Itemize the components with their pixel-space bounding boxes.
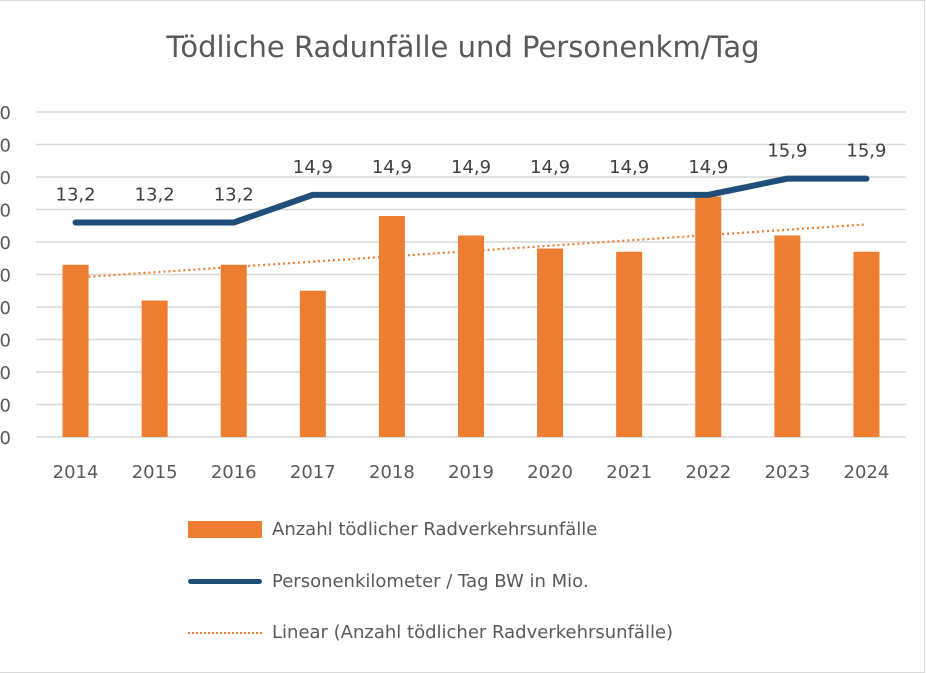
bar [774,235,801,437]
legend-label: Linear (Anzahl tödlicher Radverkehrsunfä… [272,622,674,643]
data-label: 15,9 [767,141,807,162]
bar [378,216,405,437]
legend-item-trend: Linear (Anzahl tödlicher Radverkehrsunfä… [188,622,673,643]
data-label: 13,2 [56,185,96,206]
bar [458,235,484,437]
bar [853,251,880,437]
y-tick-label: 80 [0,168,11,189]
y-tick-label: 70 [0,201,11,222]
y-tick-label: 90 [0,136,11,157]
bar [220,264,247,437]
bar [537,248,564,437]
y-tick-label: 40 [0,298,11,319]
x-tick-label: 2018 [369,462,415,483]
x-tick-label: 2020 [527,462,573,483]
x-tick-label: 2019 [448,462,494,483]
x-tick-label: 2023 [764,462,810,483]
data-label: 14,9 [609,157,649,178]
legend-swatch-line [188,579,262,584]
legend-swatch-bar [188,521,262,538]
bar [616,251,643,437]
x-tick-label: 2016 [211,462,257,483]
legend-swatch-trend [188,631,262,634]
bar [141,300,168,437]
x-tick-label: 2014 [53,462,99,483]
bar [695,196,722,437]
x-tick-label: 2015 [132,462,178,483]
legend-item-line: Personenkilometer / Tag BW in Mio. [188,571,589,592]
bar [299,290,326,437]
data-label: 15,9 [846,141,886,162]
data-label: 14,9 [293,157,333,178]
data-label: 14,9 [372,157,412,178]
legend-label: Anzahl tödlicher Radverkehrsunfälle [272,519,598,540]
y-tick-label: 0 [0,428,11,449]
y-tick-label: 30 [0,331,11,352]
legend-label: Personenkilometer / Tag BW in Mio. [272,571,589,592]
x-tick-label: 2021 [606,462,652,483]
x-tick-label: 2024 [844,462,890,483]
line-series [72,175,870,226]
y-tick-label: 20 [0,363,11,384]
bar [62,264,89,437]
data-label: 13,2 [214,185,254,206]
y-tick-label: 60 [0,233,11,254]
y-tick-label: 50 [0,266,11,287]
data-label: 14,9 [451,157,491,178]
y-tick-label: 100 [0,103,11,124]
x-tick-label: 2017 [290,462,336,483]
x-tick-label: 2022 [685,462,731,483]
data-label: 14,9 [530,157,570,178]
chart-title: Tödliche Radunfälle und Personenkm/Tag [166,30,760,64]
legend-item-bars: Anzahl tödlicher Radverkehrsunfälle [188,519,597,540]
y-tick-label: 10 [0,396,11,417]
data-label: 13,2 [135,185,175,206]
data-label: 14,9 [688,157,728,178]
